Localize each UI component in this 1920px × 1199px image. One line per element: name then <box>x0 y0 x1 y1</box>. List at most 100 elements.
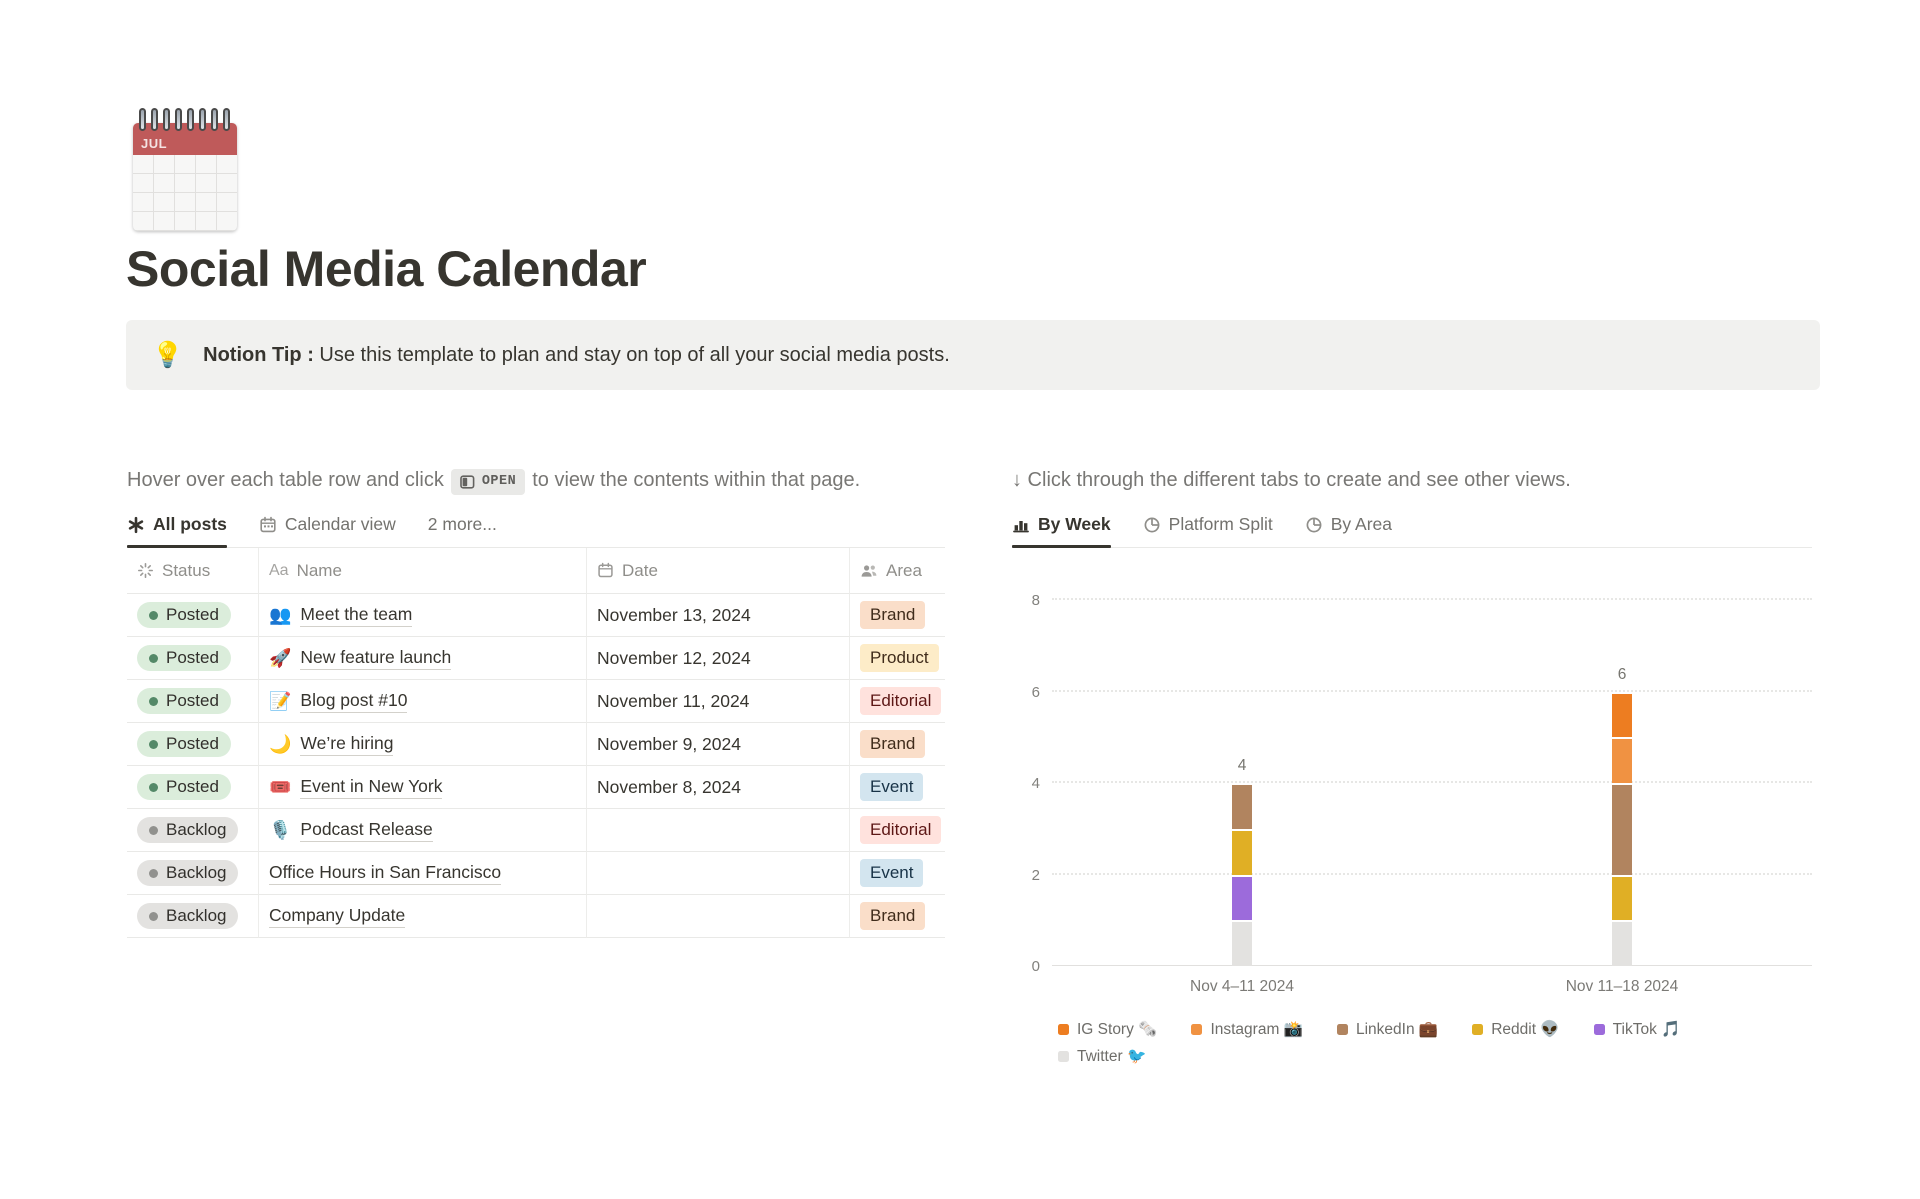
area-badge[interactable]: Event <box>860 858 924 888</box>
bar-segment-reddit <box>1232 830 1252 875</box>
date-value: November 8, 2024 <box>597 776 741 797</box>
area-cell[interactable]: Editorial <box>850 809 945 852</box>
status-cell[interactable]: Posted <box>127 723 259 766</box>
status-pill[interactable]: Backlog <box>137 817 239 843</box>
date-cell[interactable]: November 13, 2024 <box>587 594 850 637</box>
date-cell[interactable] <box>587 809 850 852</box>
table-row[interactable]: Posted 👥 Meet the team November 13, 2024… <box>127 594 945 637</box>
y-axis-tick: 0 <box>1031 958 1040 975</box>
area-cell[interactable]: Event <box>850 852 945 895</box>
page-link[interactable]: Event in New York <box>300 775 443 800</box>
calendar-body: JUL <box>133 123 237 231</box>
area-cell[interactable]: Editorial <box>850 680 945 723</box>
date-value: November 12, 2024 <box>597 647 751 668</box>
legend-item: TikTok 🎵 <box>1593 1020 1681 1039</box>
status-pill[interactable]: Posted <box>137 688 231 714</box>
name-cell[interactable]: Office Hours in San Francisco <box>259 852 587 895</box>
date-cell[interactable]: November 9, 2024 <box>587 723 850 766</box>
right-column: ↓ Click through the different tabs to cr… <box>1012 465 1812 1066</box>
page-link[interactable]: Company Update <box>269 904 406 929</box>
column-header-date[interactable]: Date <box>587 548 850 594</box>
name-cell[interactable]: 🎟️ Event in New York <box>259 766 587 809</box>
tab-all-posts[interactable]: All posts <box>127 514 227 548</box>
status-label: Backlog <box>166 906 227 925</box>
table-row[interactable]: Backlog Company Update Brand <box>127 895 945 938</box>
status-cell[interactable]: Posted <box>127 680 259 723</box>
date-cell[interactable]: November 11, 2024 <box>587 680 850 723</box>
status-pill[interactable]: Posted <box>137 774 231 800</box>
date-cell[interactable] <box>587 852 850 895</box>
page-link[interactable]: Blog post #10 <box>300 689 408 714</box>
name-cell[interactable]: 👥 Meet the team <box>259 594 587 637</box>
table-row[interactable]: Backlog 🎙️ Podcast Release Editorial <box>127 809 945 852</box>
status-cell[interactable]: Backlog <box>127 852 259 895</box>
area-cell[interactable]: Brand <box>850 723 945 766</box>
column-header-area[interactable]: Area <box>850 548 945 594</box>
legend-label: TikTok 🎵 <box>1612 1021 1681 1038</box>
pie-chart-icon <box>1306 517 1322 532</box>
tab-by-week[interactable]: By Week <box>1012 514 1111 548</box>
page-link[interactable]: Meet the team <box>300 603 413 628</box>
date-cell[interactable]: November 8, 2024 <box>587 766 850 809</box>
name-cell[interactable]: 🚀 New feature launch <box>259 637 587 680</box>
bar-chart-icon <box>1013 520 1029 532</box>
area-badge[interactable]: Editorial <box>860 686 942 716</box>
status-cell[interactable]: Backlog <box>127 895 259 938</box>
page-link[interactable]: New feature launch <box>300 646 452 671</box>
open-badge-label: OPEN <box>481 473 517 489</box>
name-cell[interactable]: 🌙 We’re hiring <box>259 723 587 766</box>
tab-by-area[interactable]: By Area <box>1305 514 1392 535</box>
bar-segment-reddit <box>1612 876 1632 921</box>
area-badge[interactable]: Event <box>860 772 924 802</box>
area-badge[interactable]: Product <box>860 643 939 673</box>
page-emoji-icon: 🎙️ <box>269 819 292 841</box>
area-badge[interactable]: Editorial <box>860 815 942 845</box>
header-label: Date <box>622 560 658 580</box>
page-link[interactable]: We’re hiring <box>300 732 394 757</box>
table-row[interactable]: Posted 🎟️ Event in New York November 8, … <box>127 766 945 809</box>
page-icon-spiral-calendar[interactable]: JUL <box>133 108 237 232</box>
area-cell[interactable]: Product <box>850 637 945 680</box>
status-dot-icon <box>149 825 158 835</box>
legend-swatch <box>1058 1024 1069 1035</box>
area-cell[interactable]: Brand <box>850 895 945 938</box>
status-pill[interactable]: Posted <box>137 602 231 628</box>
name-cell[interactable]: 🎙️ Podcast Release <box>259 809 587 852</box>
status-cell[interactable]: Posted <box>127 594 259 637</box>
status-cell[interactable]: Posted <box>127 766 259 809</box>
tab-calendar-view[interactable]: Calendar view <box>259 514 396 535</box>
legend-item: IG Story 🗞️ <box>1058 1020 1157 1039</box>
page-emoji-icon: 🌙 <box>269 733 292 755</box>
area-cell[interactable]: Brand <box>850 594 945 637</box>
tab-platform-split[interactable]: Platform Split <box>1143 514 1273 535</box>
page-link[interactable]: Podcast Release <box>300 818 433 843</box>
page-title[interactable]: Social Media Calendar <box>126 241 647 297</box>
table-row[interactable]: Backlog Office Hours in San Francisco Ev… <box>127 852 945 895</box>
area-badge[interactable]: Brand <box>860 600 926 630</box>
status-cell[interactable]: Posted <box>127 637 259 680</box>
status-pill[interactable]: Backlog <box>137 903 239 929</box>
column-header-status[interactable]: Status <box>127 548 259 594</box>
bar-segment-linkedin <box>1612 785 1632 875</box>
area-cell[interactable]: Event <box>850 766 945 809</box>
table-row[interactable]: Posted 📝 Blog post #10 November 11, 2024… <box>127 680 945 723</box>
tab-more-views[interactable]: 2 more... <box>428 514 497 535</box>
status-pill[interactable]: Posted <box>137 645 231 671</box>
date-cell[interactable] <box>587 895 850 938</box>
table-row[interactable]: Posted 🚀 New feature launch November 12,… <box>127 637 945 680</box>
area-badge[interactable]: Brand <box>860 901 926 931</box>
status-cell[interactable]: Backlog <box>127 809 259 852</box>
page-link[interactable]: Office Hours in San Francisco <box>269 861 502 886</box>
side-peek-icon <box>460 475 475 489</box>
name-cell[interactable]: Company Update <box>259 895 587 938</box>
date-cell[interactable]: November 12, 2024 <box>587 637 850 680</box>
area-badge[interactable]: Brand <box>860 729 926 759</box>
status-pill[interactable]: Backlog <box>137 860 239 886</box>
name-cell[interactable]: 📝 Blog post #10 <box>259 680 587 723</box>
table-row[interactable]: Posted 🌙 We’re hiring November 9, 2024 B… <box>127 723 945 766</box>
y-axis-tick: 4 <box>1031 775 1040 792</box>
tab-label: Calendar view <box>284 514 396 534</box>
column-header-name[interactable]: Aa Name <box>259 548 587 594</box>
status-pill[interactable]: Posted <box>137 731 231 757</box>
y-axis-tick: 6 <box>1031 683 1040 701</box>
